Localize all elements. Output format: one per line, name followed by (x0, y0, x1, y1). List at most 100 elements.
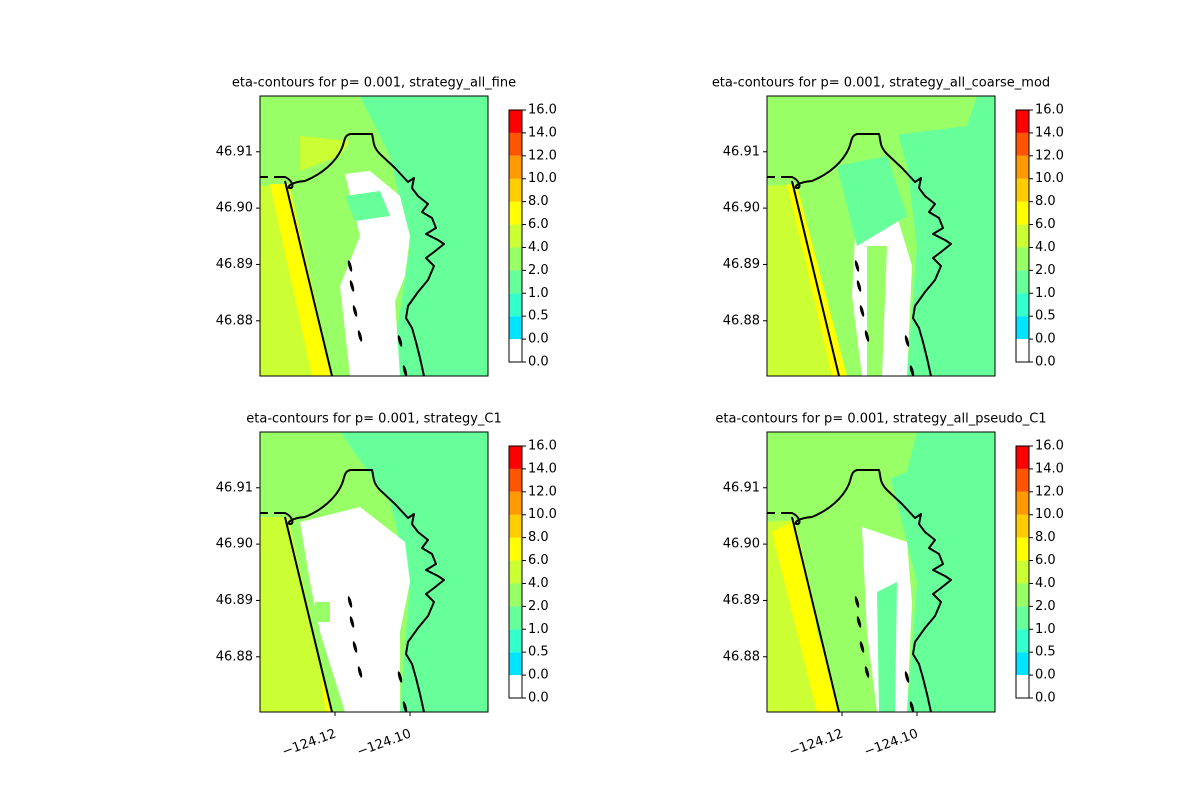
island (349, 616, 355, 628)
island (347, 596, 353, 608)
island (909, 365, 915, 376)
y-tick-label: 46.90 (216, 537, 253, 552)
colorbar-tick-label: 0.5 (528, 309, 549, 324)
map-field (260, 96, 488, 376)
colorbar-tick-label: 0.0 (528, 332, 549, 347)
y-tick-label: 46.90 (723, 201, 760, 216)
x-tick-label: −124.12 (280, 726, 338, 759)
y-tick-label: 46.89 (216, 257, 253, 272)
colorbar-tick-label: 6.0 (1035, 217, 1056, 232)
coastline (260, 469, 445, 712)
colorbar-tick-label: 6.0 (1035, 553, 1056, 568)
contour-region (315, 602, 330, 622)
contour-region (877, 582, 897, 712)
coastline (767, 133, 952, 376)
colorbar-band (509, 155, 522, 179)
colorbar-band (1016, 178, 1029, 202)
y-tick-label: 46.91 (723, 144, 760, 159)
y-tick-label: 46.90 (216, 201, 253, 216)
coastline (767, 469, 952, 712)
colorbar-tick-label: 1.0 (528, 286, 549, 301)
barrier-line (791, 516, 840, 712)
colorbar-tick-label: 6.0 (528, 553, 549, 568)
colorbar-band (1016, 468, 1029, 492)
island (859, 641, 865, 653)
colorbar-frame (508, 445, 523, 699)
colorbar-band (509, 224, 522, 248)
island (349, 280, 355, 292)
colorbar-band (1016, 629, 1029, 653)
colorbar-tick-label: 8.0 (1035, 530, 1056, 545)
colorbar-band (1016, 606, 1029, 630)
island (909, 701, 915, 712)
colorbar-tick-label: 0.0 (528, 668, 549, 683)
colorbar-tick-label: 12.0 (1035, 484, 1064, 499)
colorbar-tick-label: 6.0 (528, 217, 549, 232)
y-tick-label: 46.88 (216, 313, 253, 328)
colorbar-band (1016, 446, 1029, 469)
colorbar-band (1016, 132, 1029, 156)
colorbar-tick-label: 8.0 (528, 530, 549, 545)
island (859, 305, 865, 317)
subplot-title: eta-contours for p= 0.001, strategy_all_… (232, 76, 516, 91)
colorbar-tick-label: 1.0 (1035, 286, 1056, 301)
island (904, 335, 910, 347)
colorbar-band (509, 468, 522, 492)
colorbar-tick-label: 0.0 (528, 355, 549, 370)
colorbar-tick-label: 8.0 (1035, 194, 1056, 209)
contour-region (787, 184, 847, 376)
colorbar-band (509, 583, 522, 607)
contour-region (767, 96, 977, 166)
colorbar-tick-label: 10.0 (528, 507, 557, 522)
island (904, 671, 910, 683)
y-tick-label: 46.91 (723, 480, 760, 495)
contour-region (260, 517, 332, 712)
colorbar-tick-label: 4.0 (1035, 240, 1056, 255)
colorbar-band (509, 178, 522, 202)
colorbar-band (509, 316, 522, 340)
island (854, 596, 860, 608)
island (854, 260, 860, 272)
contour-region (767, 432, 917, 502)
y-tick-label: 46.91 (216, 144, 253, 159)
y-tick-label: 46.90 (723, 537, 760, 552)
island (402, 365, 408, 376)
island (864, 330, 870, 342)
colorbar-tick-label: 16.0 (528, 439, 557, 454)
colorbar-tick-label: 0.0 (1035, 332, 1056, 347)
island (357, 666, 363, 678)
colorbar-band (509, 514, 522, 538)
y-tick-label: 46.91 (216, 480, 253, 495)
axes-frame (259, 431, 489, 713)
colorbar-tick-label: 12.0 (528, 148, 557, 163)
colorbar-tick-label: 12.0 (528, 484, 557, 499)
colorbar-tick-label: 10.0 (1035, 507, 1064, 522)
x-tick-label: −124.12 (787, 726, 845, 759)
contour-region (340, 171, 410, 376)
contour-region (300, 507, 410, 712)
colorbar-band (509, 629, 522, 653)
colorbar-frame (508, 109, 523, 363)
axes-frame (766, 95, 996, 377)
colorbar-band (1016, 537, 1029, 561)
colorbar-band (1016, 339, 1029, 362)
colorbar-band (509, 293, 522, 317)
coastline (260, 133, 445, 376)
colorbar-tick-label: 2.0 (528, 263, 549, 278)
colorbar-tick-label: 0.0 (528, 691, 549, 706)
colorbar-band (509, 606, 522, 630)
contour-region (360, 96, 488, 376)
colorbar-tick-label: 1.0 (1035, 622, 1056, 637)
y-tick-label: 46.88 (216, 649, 253, 664)
colorbar-tick-label: 1.0 (528, 622, 549, 637)
colorbar-tick-label: 10.0 (1035, 171, 1064, 186)
subplot-title: eta-contours for p= 0.001, strategy_C1 (246, 412, 501, 427)
colorbar-tick-label: 2.0 (1035, 599, 1056, 614)
colorbar-tick-label: 2.0 (528, 599, 549, 614)
island (357, 330, 363, 342)
x-tick-label: −124.10 (355, 726, 413, 759)
colorbar-tick-label: 14.0 (1035, 461, 1064, 476)
subplot-title: eta-contours for p= 0.001, strategy_all_… (712, 76, 1050, 91)
colorbar-tick-label: 8.0 (528, 194, 549, 209)
